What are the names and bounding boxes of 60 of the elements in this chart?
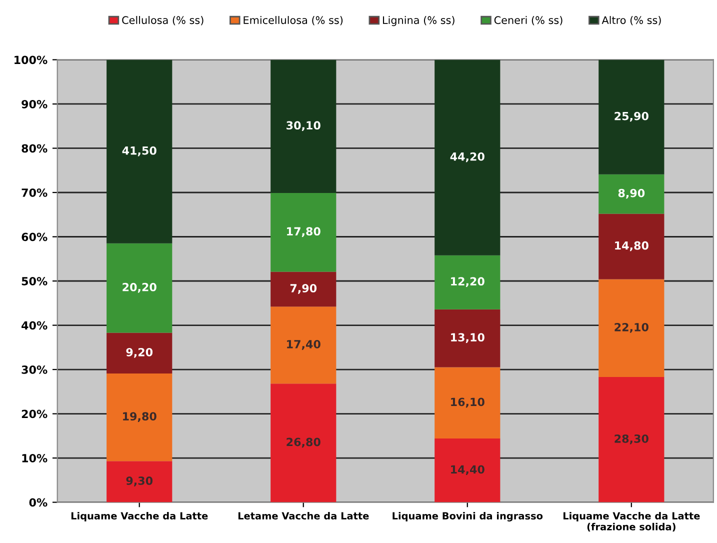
bar (434, 255, 500, 310)
data-label: 17,80 (287, 227, 320, 237)
y-tick-label: 70% (22, 188, 48, 197)
y-tick-label: 90% (22, 100, 48, 108)
data-label: 41,50 (122, 146, 156, 156)
y-tick-label: 50% (22, 276, 48, 286)
bar (106, 373, 172, 462)
data-label: 9,20 (126, 348, 153, 358)
bar (270, 60, 336, 193)
y-tick-label: 10% (22, 454, 48, 462)
bar (598, 174, 664, 214)
x-tick-label: Letame Vacche da Latte (238, 512, 369, 520)
data-label: 16,10 (451, 398, 484, 408)
bar (434, 309, 500, 368)
y-tick-label: 40% (22, 321, 48, 330)
bar (598, 60, 664, 174)
bar (434, 438, 500, 502)
data-label: 22,10 (614, 322, 648, 333)
data-label: 17,40 (287, 340, 320, 350)
y-tick-label: 100% (14, 56, 48, 64)
data-label: 26,80 (286, 438, 320, 448)
data-label: 25,90 (614, 112, 648, 122)
bar (270, 384, 336, 502)
y-tick-label: 0% (29, 498, 48, 507)
x-tick-label: Liquame Bovini da ingrasso (392, 512, 543, 522)
data-label: 20,20 (122, 282, 156, 293)
y-tick-label: 30% (22, 365, 48, 374)
data-label: 7,90 (290, 284, 317, 294)
x-tick-label: Liquame Vacche da Latte (71, 512, 208, 522)
bar (106, 60, 172, 244)
bar (434, 367, 500, 439)
legend-label: Ceneri (% ss) (494, 16, 562, 26)
bar (598, 377, 664, 502)
legend-label: Cellulosa (% ss) (122, 16, 204, 26)
bar (270, 306, 336, 384)
data-label: 14,40 (451, 465, 484, 476)
legend-label: Lignina (% ss) (383, 16, 454, 26)
data-label: 14,80 (615, 241, 648, 252)
data-label: 12,20 (451, 277, 484, 287)
data-label: 9,30 (126, 476, 153, 486)
data-label: 44,20 (450, 152, 484, 162)
bar (106, 332, 172, 374)
bar (270, 192, 336, 272)
data-label: 19,80 (123, 412, 156, 422)
data-label: 30,10 (286, 121, 320, 131)
bar (106, 461, 172, 502)
legend-label: Emicellulosa (% ss) (244, 16, 343, 26)
data-label: 28,30 (614, 434, 648, 444)
data-label: 13,10 (451, 333, 484, 343)
y-tick-label: 80% (22, 144, 48, 153)
x-tick-label: Liquame Vacche da Latte (frazione solida) (564, 512, 700, 532)
y-tick-label: 60% (22, 232, 48, 242)
bar (598, 214, 664, 280)
bar (270, 272, 336, 307)
y-tick-label: 20% (22, 410, 48, 418)
legend-label: Altro (% ss) (602, 16, 661, 26)
bar (106, 243, 172, 333)
bar (598, 279, 664, 378)
bar (434, 60, 500, 256)
data-label: 8,90 (618, 188, 645, 199)
